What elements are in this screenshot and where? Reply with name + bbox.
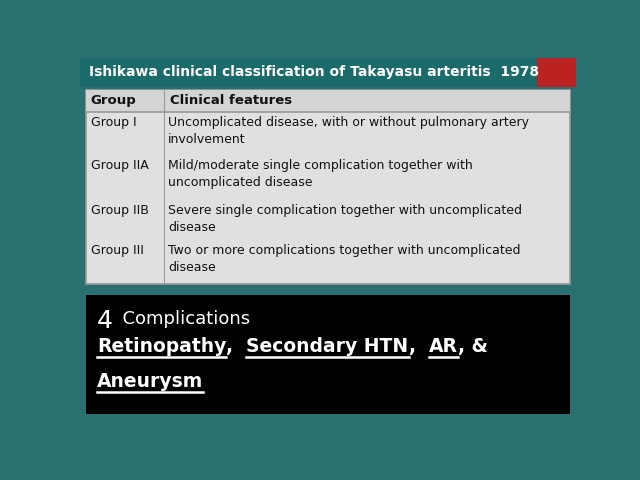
Bar — [86, 90, 570, 111]
Text: Group III: Group III — [91, 244, 144, 257]
Text: Uncomplicated disease, with or without pulmonary artery
involvement: Uncomplicated disease, with or without p… — [168, 116, 529, 146]
Text: ,: , — [227, 337, 246, 356]
Bar — [537, 58, 576, 87]
Text: Aneurysm: Aneurysm — [97, 372, 204, 391]
Text: Retinopathy: Retinopathy — [97, 337, 227, 356]
Text: Group: Group — [91, 94, 136, 107]
Bar — [86, 90, 570, 284]
Text: Group IIA: Group IIA — [91, 159, 148, 172]
Text: Group IIB: Group IIB — [91, 204, 148, 217]
Bar — [86, 295, 570, 414]
Text: Secondary HTN: Secondary HTN — [246, 337, 408, 356]
Text: ,: , — [408, 337, 429, 356]
Text: Severe single complication together with uncomplicated
disease: Severe single complication together with… — [168, 204, 522, 234]
Text: Group I: Group I — [91, 116, 136, 129]
Text: , &: , & — [458, 337, 494, 356]
Text: Complications: Complications — [111, 310, 250, 328]
Text: Clinical features: Clinical features — [170, 94, 292, 107]
Text: Ishikawa clinical classification of Takayasu arteritis  1978: Ishikawa clinical classification of Taka… — [90, 65, 540, 79]
Text: 4: 4 — [97, 309, 113, 333]
Text: Two or more complications together with uncomplicated
disease: Two or more complications together with … — [168, 244, 521, 274]
Text: Mild/moderate single complication together with
uncomplicated disease: Mild/moderate single complication togeth… — [168, 159, 473, 189]
Text: AR: AR — [429, 337, 458, 356]
Bar — [80, 58, 537, 87]
